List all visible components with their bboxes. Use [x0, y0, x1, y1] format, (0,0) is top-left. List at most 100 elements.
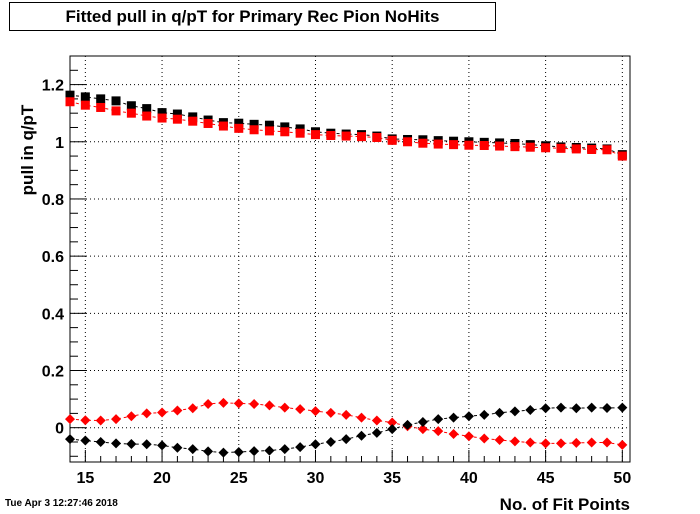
data-point: [249, 119, 259, 129]
data-point: [371, 415, 382, 426]
data-point: [249, 398, 260, 409]
data-point: [249, 125, 259, 135]
data-point: [218, 121, 228, 131]
data-point: [95, 436, 106, 447]
data-point: [448, 412, 459, 423]
data-point: [310, 439, 321, 450]
series-line: [69, 94, 623, 156]
data-point: [494, 434, 505, 445]
data-point: [234, 123, 244, 133]
data-series: [65, 90, 628, 458]
series-2: [65, 397, 628, 450]
data-point: [387, 417, 398, 428]
data-point: [540, 438, 551, 449]
data-point: [617, 402, 628, 413]
data-point: [65, 97, 75, 107]
data-point: [387, 135, 397, 145]
x-tick-label: 45: [537, 470, 555, 487]
data-point: [141, 408, 152, 419]
y-axis-label: pull in q/pT: [18, 104, 37, 195]
data-point: [417, 416, 428, 427]
data-point: [402, 419, 413, 430]
data-point: [157, 108, 167, 118]
x-tick-label: 50: [613, 470, 631, 487]
chart-title: Fitted pull in q/pT for Primary Rec Pion…: [65, 6, 440, 26]
timestamp: Tue Apr 3 12:27:46 2018: [5, 498, 118, 509]
data-point: [525, 437, 536, 448]
plot-border: [69, 55, 631, 463]
data-point: [111, 106, 121, 116]
data-point: [341, 434, 352, 445]
data-point: [449, 140, 459, 150]
data-point: [295, 442, 306, 453]
data-point: [264, 400, 275, 411]
data-point: [556, 143, 566, 153]
y-tick-label: 1: [55, 135, 64, 152]
data-point: [571, 403, 582, 414]
y-tick-label: 0.4: [42, 306, 64, 323]
data-point: [310, 406, 321, 417]
data-point: [157, 440, 168, 451]
data-point: [325, 407, 336, 418]
data-point: [111, 438, 122, 449]
data-point: [187, 444, 198, 455]
y-tick-label: 0.2: [42, 364, 64, 381]
data-point: [142, 104, 152, 114]
data-point: [326, 130, 336, 140]
data-point: [111, 414, 122, 425]
data-point: [571, 144, 581, 154]
tick-labels: 15 20 25 30 35 40 45 50 0 0.2 0.4 0.6 0.8 1 1.2: [42, 78, 632, 487]
data-point: [433, 139, 443, 149]
data-point: [310, 130, 320, 140]
data-point: [95, 415, 106, 426]
data-point: [65, 90, 75, 100]
x-tick-label: 25: [230, 470, 248, 487]
data-point: [280, 122, 290, 132]
data-point: [525, 142, 535, 152]
x-tick-label: 15: [76, 470, 94, 487]
data-point: [433, 414, 444, 425]
data-point: [387, 424, 398, 435]
data-point: [418, 138, 428, 148]
data-point: [602, 145, 612, 155]
data-point: [188, 116, 198, 126]
data-point: [463, 411, 474, 422]
x-tick-label: 30: [307, 470, 325, 487]
data-point: [601, 437, 612, 448]
data-point: [403, 137, 413, 147]
data-point: [111, 96, 121, 106]
data-point: [541, 143, 551, 153]
x-tick-label: 20: [153, 470, 171, 487]
data-point: [233, 398, 244, 409]
data-point: [172, 405, 183, 416]
data-point: [126, 108, 136, 118]
data-point: [479, 140, 489, 150]
data-point: [172, 114, 182, 124]
y-tick-label: 1.2: [42, 78, 64, 95]
data-point: [96, 94, 106, 104]
data-point: [280, 127, 290, 137]
data-point: [356, 412, 367, 423]
data-point: [172, 109, 182, 119]
data-point: [249, 446, 260, 457]
data-point: [341, 409, 352, 420]
data-point: [341, 131, 351, 141]
data-point: [555, 402, 566, 413]
data-point: [417, 424, 428, 435]
data-point: [80, 92, 90, 102]
data-point: [234, 118, 244, 128]
data-point: [463, 431, 474, 442]
data-point: [617, 439, 628, 450]
data-point: [571, 437, 582, 448]
data-point: [65, 414, 75, 425]
data-point: [495, 141, 505, 151]
data-point: [142, 111, 152, 121]
x-axis-label: No. of Fit Points: [500, 495, 630, 514]
x-tick-label: 35: [383, 470, 401, 487]
data-point: [601, 402, 612, 413]
data-point: [587, 144, 597, 154]
data-point: [295, 128, 305, 138]
data-point: [187, 403, 198, 414]
data-point: [126, 101, 136, 111]
data-point: [479, 433, 490, 444]
